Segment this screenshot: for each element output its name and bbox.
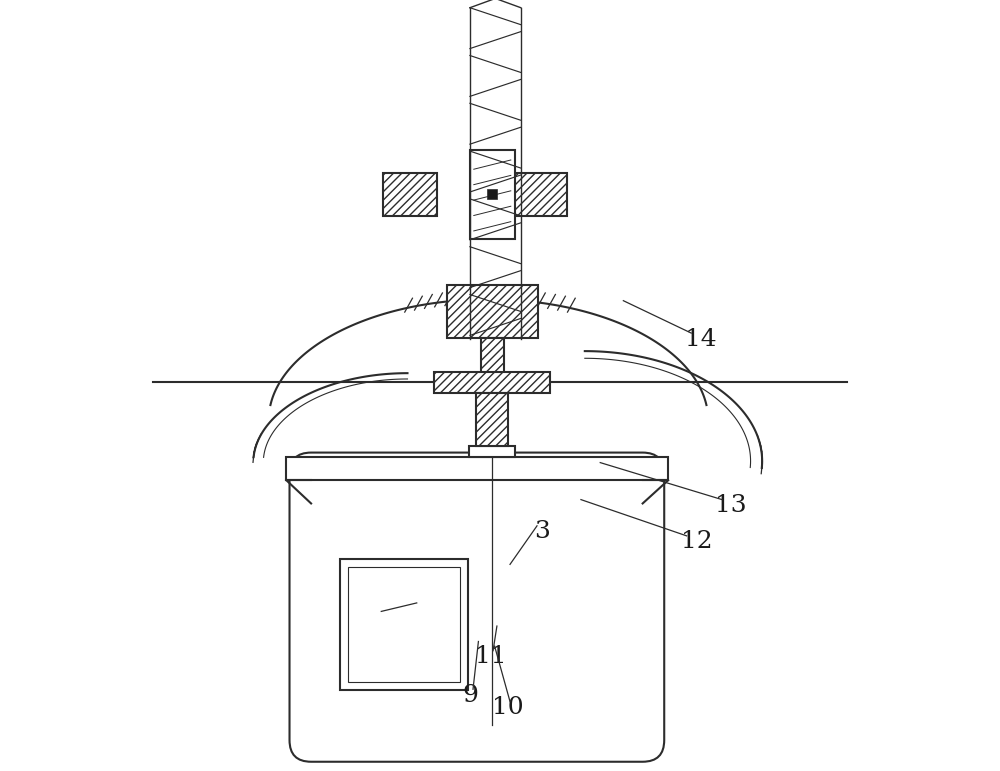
Bar [481,338,504,393]
Bar [469,446,515,457]
Bar [509,173,567,216]
Bar [470,150,515,239]
Text: 8: 8 [361,605,377,628]
FancyBboxPatch shape [290,453,664,762]
Bar [476,393,508,446]
Bar [434,372,550,393]
Text: 10: 10 [492,696,524,719]
Bar [340,559,468,690]
Bar [383,173,437,216]
Text: 11: 11 [475,645,506,668]
Text: 12: 12 [681,530,712,553]
Text: 13: 13 [715,493,747,517]
Bar [286,457,668,480]
Text: 14: 14 [685,328,716,351]
Bar [348,567,460,682]
Text: 3: 3 [534,520,550,544]
Bar [487,189,497,200]
Text: 9: 9 [463,684,479,707]
Bar [447,285,538,338]
